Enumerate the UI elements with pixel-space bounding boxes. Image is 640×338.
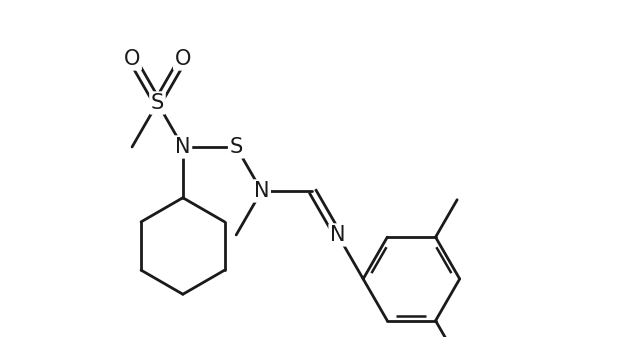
Text: S: S xyxy=(151,93,164,113)
Text: S: S xyxy=(230,137,243,157)
Text: O: O xyxy=(175,49,191,69)
Text: O: O xyxy=(124,49,140,69)
Text: N: N xyxy=(254,181,269,201)
Text: N: N xyxy=(330,225,346,245)
Text: N: N xyxy=(175,137,191,157)
